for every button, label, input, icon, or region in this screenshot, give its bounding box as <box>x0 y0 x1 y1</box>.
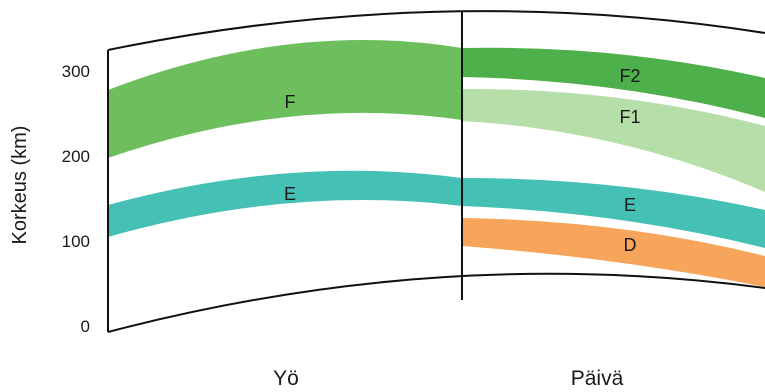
y-tick-300: 300 <box>62 62 90 81</box>
y-tick-0: 0 <box>81 317 90 336</box>
night-layer-e <box>108 170 462 237</box>
day-caption: Päivä <box>571 367 624 390</box>
day-layer-d <box>462 218 765 287</box>
night-caption: Yö <box>273 367 299 390</box>
day-layer-e-label: E <box>624 195 636 215</box>
atmosphere-top-arc <box>107 10 765 51</box>
y-tick-200: 200 <box>62 147 90 166</box>
y-tick-100: 100 <box>62 232 90 251</box>
day-layer-f2 <box>462 47 765 118</box>
ground-arc <box>107 272 765 333</box>
y-axis-label: Korkeus (km) <box>9 126 31 245</box>
day-layer-f1-label: F1 <box>619 107 640 127</box>
day-layer-e <box>462 178 765 248</box>
night-layer-f <box>108 40 462 158</box>
night-layer-e-label: E <box>284 184 296 204</box>
day-layer-d-label: D <box>624 235 637 255</box>
day-layer-f2-label: F2 <box>619 66 640 86</box>
day-layer-f1 <box>462 88 765 192</box>
night-layer-f-label: F <box>285 92 296 112</box>
